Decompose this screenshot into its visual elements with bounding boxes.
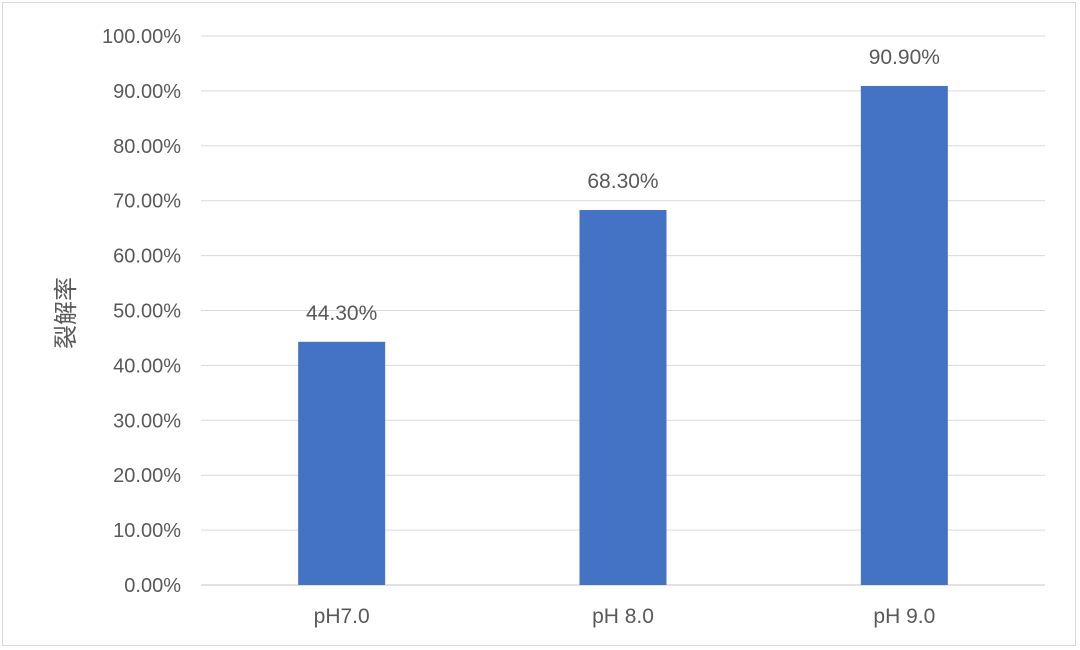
y-tick-label: 10.00% (113, 520, 181, 542)
x-axis-categories: pH7.0 pH 8.0 pH 9.0 (314, 605, 936, 628)
x-category-label-1: pH 8.0 (592, 605, 654, 628)
y-tick-label: 50.00% (113, 301, 181, 323)
bar-1 (579, 210, 667, 585)
y-axis-title: 裂解率 (52, 277, 80, 349)
bar-0 (298, 341, 386, 585)
y-tick-label: 20.00% (113, 465, 181, 487)
data-label-2: 90.90% (869, 46, 940, 69)
y-tick-label: 40.00% (113, 355, 181, 377)
y-axis-ticks: 0.00% 10.00% 20.00% 30.00% 40.00% 50.00% 60.00… (102, 26, 181, 597)
y-tick-label: 70.00% (113, 191, 181, 213)
bar-2 (860, 85, 948, 586)
bars (298, 85, 948, 586)
y-tick-label: 30.00% (113, 410, 181, 432)
y-tick-label: 90.00% (113, 81, 181, 103)
x-category-label-0: pH7.0 (314, 605, 370, 628)
y-tick-label: 0.00% (124, 575, 181, 597)
data-label-1: 68.30% (587, 170, 658, 193)
data-label-0: 44.30% (306, 302, 377, 325)
bar-chart: 0.00% 10.00% 20.00% 30.00% 40.00% 50.00% 60.00… (52, 26, 1045, 628)
y-tick-label: 80.00% (113, 136, 181, 158)
x-category-label-2: pH 9.0 (873, 605, 935, 628)
y-tick-label: 60.00% (113, 246, 181, 268)
data-labels: 44.30% 68.30% 90.90% (306, 46, 940, 325)
y-tick-label: 100.00% (102, 26, 181, 48)
